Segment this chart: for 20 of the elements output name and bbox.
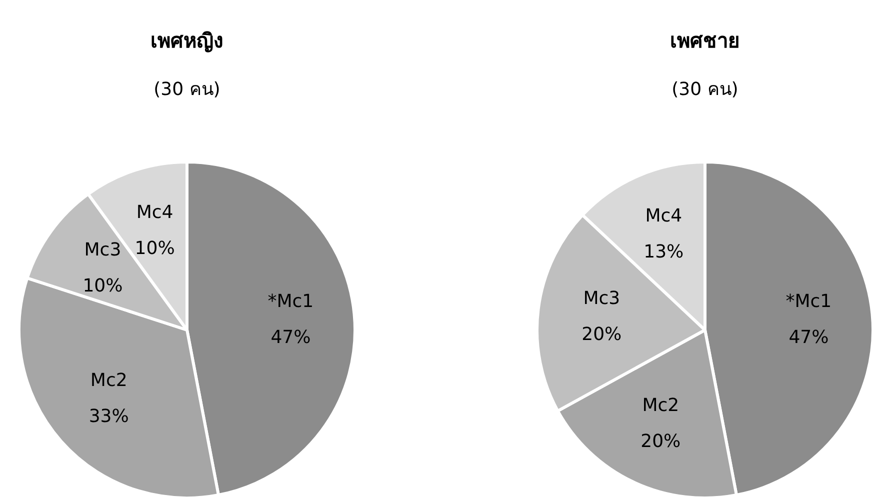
slice-label: Mc3	[583, 288, 620, 309]
data-label: 20%	[640, 431, 681, 452]
data-label: 13%	[644, 241, 684, 262]
data-label: 10%	[134, 238, 175, 259]
chart-title: เพศชาย	[670, 28, 740, 52]
slice-label: Mc2	[642, 395, 680, 416]
chart-subtitle: (30 คน)	[672, 78, 738, 100]
chart-title: เพศหญิง	[150, 28, 224, 52]
slice-label: *Mc1	[268, 291, 314, 312]
data-label: 20%	[582, 324, 622, 345]
slice-label: Mc3	[84, 240, 122, 261]
data-label: 47%	[270, 327, 311, 348]
slice-label: Mc4	[136, 202, 174, 223]
data-label: 47%	[788, 327, 829, 348]
chart-subtitle: (30 คน)	[154, 78, 220, 100]
data-label: 33%	[88, 406, 129, 427]
data-label: 10%	[82, 276, 123, 297]
slice-label: *Mc1	[786, 291, 832, 312]
slice-label: Mc2	[90, 370, 128, 391]
slice-label: Mc4	[645, 205, 682, 226]
